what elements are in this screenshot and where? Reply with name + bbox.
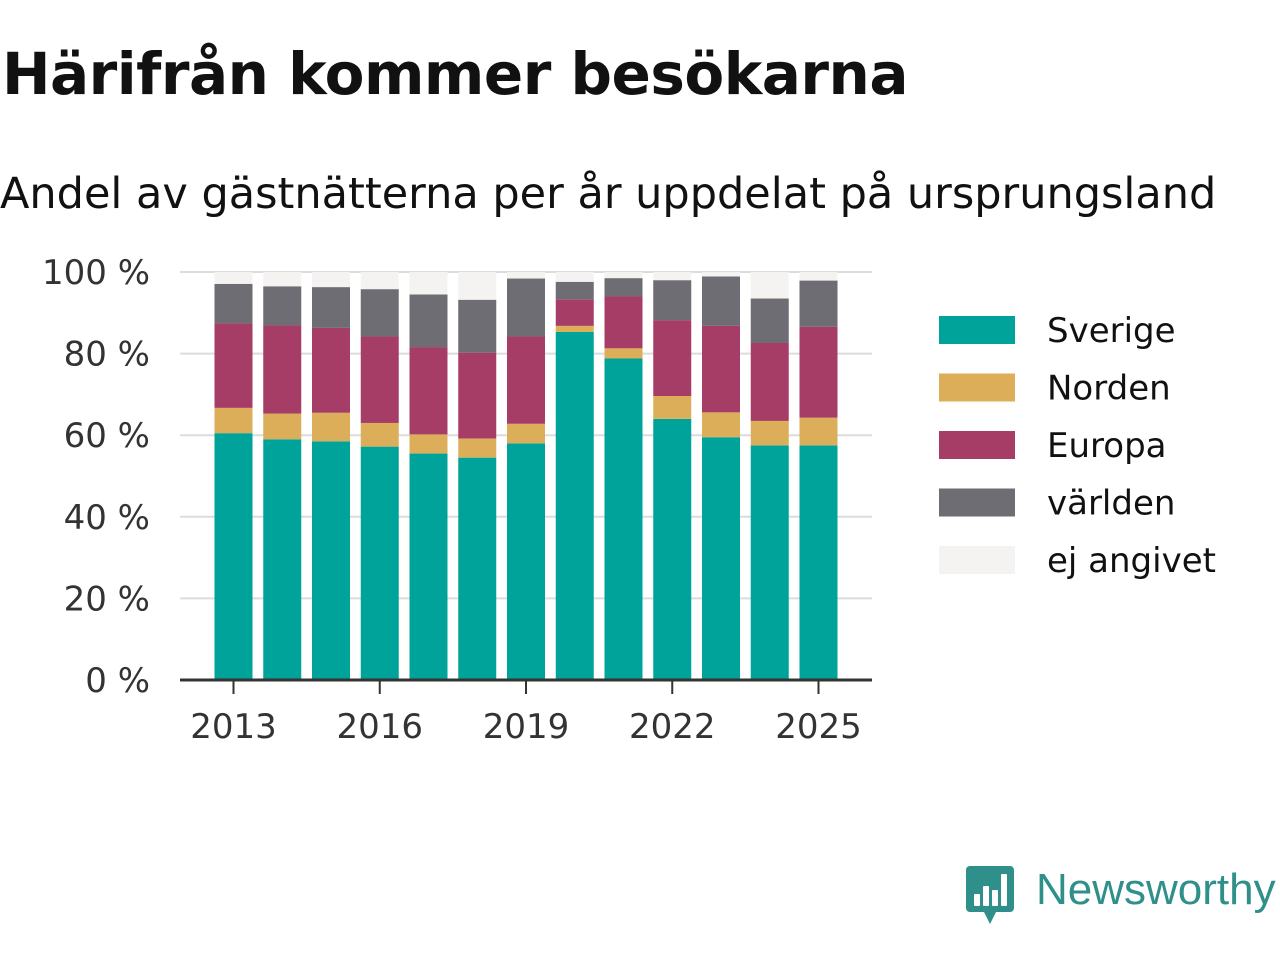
bar-segment-världen — [750, 298, 789, 343]
bar-segment-Sverige — [409, 453, 448, 680]
bar-segment-Norden — [555, 325, 594, 332]
bar-segment-ej-angivet — [555, 272, 594, 282]
axes: 0 % 20 % 40 % 60 % 80 % 100 % 2013 2016 2019 2022… — [42, 253, 872, 747]
bar-segment-Norden — [312, 412, 350, 442]
bar-segment-Sverige — [458, 457, 497, 680]
y-tick-label: 60 % — [64, 416, 150, 456]
bar-segment-Sverige — [555, 331, 594, 680]
bar-segment-Sverige — [799, 445, 838, 680]
bar-chart-speech-bubble-icon — [966, 866, 1014, 924]
bar-segment-ej-angivet — [409, 272, 448, 295]
bar-segment-ej-angivet — [458, 272, 497, 300]
bar-segment-Europa — [750, 342, 789, 421]
y-tick-label: 20 % — [64, 579, 150, 619]
bar-segment-Europa — [312, 327, 350, 413]
bar-segment-Europa — [604, 296, 643, 349]
legend-swatch — [939, 431, 1015, 459]
legend-label: Europa — [1047, 426, 1166, 466]
y-tick-label: 40 % — [64, 498, 150, 538]
bar-segment-världen — [360, 289, 399, 337]
bar-segment-Europa — [409, 347, 448, 435]
x-tick-label: 2025 — [775, 707, 862, 747]
bar-segment-världen — [555, 281, 594, 300]
bar-segment-Europa — [458, 352, 497, 439]
x-tick-label: 2022 — [629, 707, 716, 747]
y-tick-label: 0 % — [85, 661, 150, 701]
bar-segment-ej-angivet — [799, 272, 838, 281]
bar-segment-Norden — [263, 413, 302, 440]
bar-segment-världen — [458, 299, 497, 353]
bar-segment-Norden — [214, 407, 253, 434]
legend-swatch — [939, 488, 1015, 517]
legend-label: världen — [1047, 484, 1175, 524]
bar-segment-ej-angivet — [702, 272, 740, 277]
bar-segment-Europa — [702, 325, 740, 413]
bar-segment-Europa — [263, 325, 302, 414]
bar-segment-Norden — [507, 423, 545, 444]
bar-segment-ej-angivet — [263, 272, 302, 287]
bar-segment-ej-angivet — [360, 272, 399, 290]
bar-segment-Europa — [214, 323, 253, 408]
bar-segment-Europa — [653, 320, 692, 397]
bar-segment-Norden — [409, 434, 448, 454]
x-tick-label: 2019 — [483, 707, 570, 747]
bar-segment-ej-angivet — [312, 272, 350, 288]
x-tick-label: 2013 — [190, 707, 277, 747]
bar-segment-Norden — [653, 396, 692, 419]
bar-segment-ej-angivet — [750, 272, 789, 299]
bar-segment-Norden — [750, 420, 789, 446]
bar-segment-Sverige — [702, 437, 740, 680]
x-tick-label: 2016 — [336, 707, 423, 747]
bar-segment-Norden — [702, 412, 740, 438]
bar-segment-Europa — [360, 336, 399, 423]
bar-segment-Sverige — [214, 433, 253, 680]
bar-segment-Sverige — [604, 358, 643, 680]
bar-segment-världen — [702, 276, 740, 326]
legend-label: Norden — [1047, 369, 1171, 409]
bar-segment-världen — [263, 286, 302, 326]
y-tick-label: 100 % — [42, 253, 150, 293]
bar-segment-Norden — [360, 422, 399, 447]
chart-title: Härifrån kommer besökarna — [2, 40, 908, 108]
bar-segment-Norden — [458, 438, 497, 458]
legend-swatch — [939, 373, 1015, 402]
bar-segment-Norden — [799, 417, 838, 446]
bar-segment-världen — [214, 283, 253, 324]
bars — [214, 272, 838, 680]
bar-segment-ej-angivet — [214, 272, 253, 284]
bar-segment-Norden — [604, 348, 643, 359]
bar-segment-Europa — [555, 299, 594, 326]
legend-swatch — [939, 316, 1015, 344]
bar-segment-världen — [799, 280, 838, 327]
bar-segment-Sverige — [750, 445, 789, 680]
bar-segment-världen — [507, 278, 545, 337]
bar-segment-ej-angivet — [604, 272, 643, 279]
legend-swatch — [939, 546, 1015, 574]
legend-label: ej angivet — [1047, 541, 1216, 581]
bar-segment-världen — [312, 287, 350, 328]
bar-segment-Sverige — [312, 441, 350, 680]
bar-segment-Sverige — [653, 418, 692, 680]
bar-segment-Europa — [799, 326, 838, 418]
bar-segment-Europa — [507, 336, 545, 424]
bar-segment-Sverige — [263, 439, 302, 680]
bar-segment-ej-angivet — [507, 272, 545, 279]
bar-segment-ej-angivet — [653, 272, 692, 281]
brand-name: Newsworthy — [1036, 865, 1276, 914]
bar-segment-världen — [604, 278, 643, 297]
y-tick-label: 80 % — [64, 335, 150, 375]
legend: Sverige Norden Europa världen ej angivet — [939, 311, 1216, 581]
chart-subtitle: Andel av gästnätterna per år uppdelat på… — [0, 169, 1217, 219]
legend-label: Sverige — [1047, 311, 1176, 351]
bar-segment-världen — [409, 294, 448, 348]
bar-segment-Sverige — [360, 446, 399, 680]
bar-segment-världen — [653, 280, 692, 321]
bar-segment-Sverige — [507, 443, 545, 680]
